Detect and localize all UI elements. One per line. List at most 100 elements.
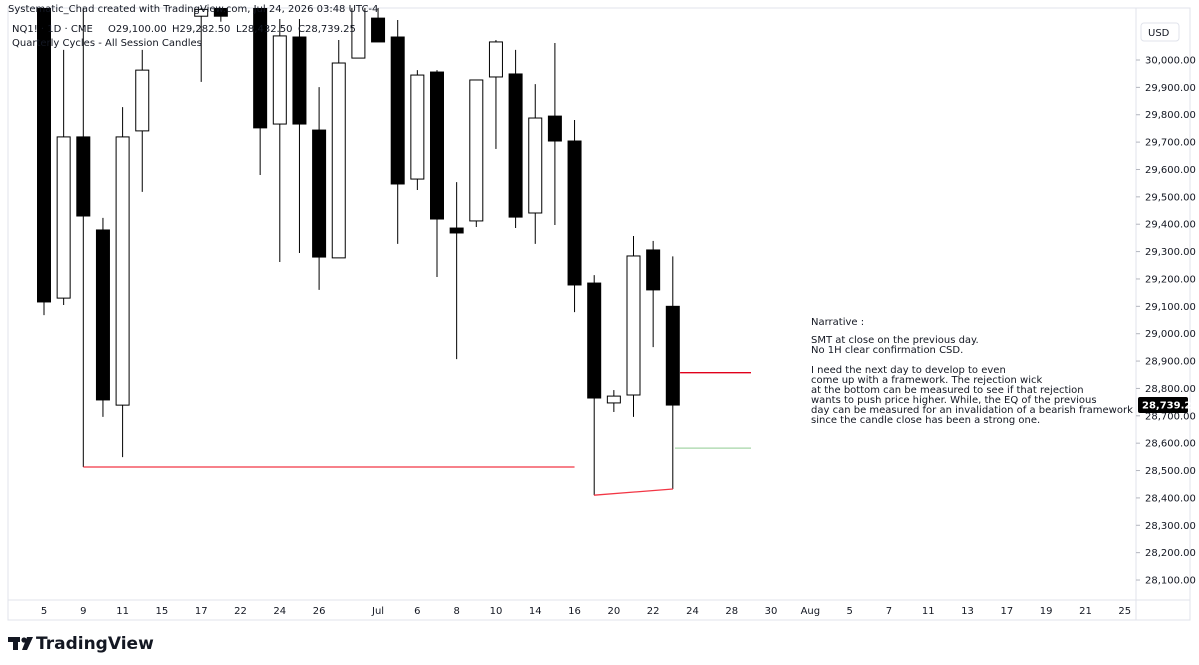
x-tick-label: 13 xyxy=(961,606,974,617)
candle-body xyxy=(272,35,287,125)
currency[interactable]: USD xyxy=(1148,28,1170,39)
narrative-line: since the candle close has been a strong… xyxy=(811,415,1040,426)
candle-body xyxy=(371,17,386,43)
candle-body xyxy=(37,8,51,303)
y-tick-label: 29,100.00 xyxy=(1145,302,1196,313)
x-tick-label: 24 xyxy=(686,606,699,617)
candle-body xyxy=(430,71,444,220)
narrative-line: at the bottom can be measured to see if … xyxy=(811,385,1084,396)
narrative-line: wants to push price higher. While, the E… xyxy=(811,395,1097,406)
x-tick-label: 24 xyxy=(273,606,286,617)
attribution: Systematic_Chad created with TradingView… xyxy=(8,4,378,15)
legend-close: C28,739.25 xyxy=(298,24,356,35)
x-tick-label: 22 xyxy=(234,606,247,617)
x-tick-label: 17 xyxy=(195,606,208,617)
y-tick-label: 28,100.00 xyxy=(1145,576,1196,587)
narrative-line: come up with a framework. The rejection … xyxy=(811,375,1043,386)
axes: 28,100.00 28,200.00 28,300.00 28,400.00 28,5… xyxy=(41,56,1199,617)
brand: TradingView xyxy=(36,634,154,654)
x-tick-label: 8 xyxy=(453,606,459,617)
candle-body xyxy=(95,229,110,401)
candle-body xyxy=(351,8,366,59)
candle-body xyxy=(410,74,425,180)
x-tick-label: 7 xyxy=(886,606,892,617)
candle-body xyxy=(606,395,621,404)
y-tick-label: 28,400.00 xyxy=(1145,493,1196,504)
x-tick-label: 17 xyxy=(1000,606,1013,617)
brand-logo xyxy=(8,637,33,650)
x-tick-label: 19 xyxy=(1040,606,1053,617)
candle-body xyxy=(76,136,91,217)
candle-body xyxy=(390,36,405,185)
legend-high: H29,282.50 xyxy=(172,24,230,35)
candle-body xyxy=(469,79,484,222)
candle-body xyxy=(449,227,464,234)
candle-body xyxy=(312,129,327,258)
candle-body xyxy=(56,136,71,299)
narrative-line: SMT at close on the previous day. xyxy=(811,335,979,346)
y-tick-label: 29,800.00 xyxy=(1145,110,1196,121)
x-tick-label: 15 xyxy=(156,606,169,617)
x-tick-label: 25 xyxy=(1118,606,1131,617)
x-tick-label: 22 xyxy=(647,606,660,617)
narrative-line: No 1H clear confirmation CSD. xyxy=(811,345,963,356)
y-tick-label: 28,800.00 xyxy=(1145,384,1196,395)
x-tick-label: 26 xyxy=(313,606,326,617)
legend-open: O29,100.00 xyxy=(108,24,167,35)
drawing-line xyxy=(593,488,674,496)
last-price-box xyxy=(1138,397,1188,414)
legend-low: L28,432.50 xyxy=(236,24,292,35)
candle-body xyxy=(626,255,641,396)
narrative: Narrative : SMT at close on the previous … xyxy=(811,317,1133,426)
y-tick-label: 29,700.00 xyxy=(1145,138,1196,149)
candle-body xyxy=(213,8,228,17)
candle-body xyxy=(194,8,209,17)
x-tick-label: 6 xyxy=(414,606,420,617)
y-tick-label: 29,200.00 xyxy=(1145,274,1196,285)
plot xyxy=(37,8,752,496)
y-tick-label: 29,900.00 xyxy=(1145,83,1196,94)
narrative-line: Narrative : xyxy=(811,317,864,328)
x-tick-label: 9 xyxy=(80,606,86,617)
legend-symbol: NQ1! · 1D · CME xyxy=(12,24,93,35)
y-tick-label: 28,300.00 xyxy=(1145,521,1196,532)
candle-body xyxy=(528,117,543,214)
x-tick-label: Aug xyxy=(801,606,821,617)
candle-body xyxy=(135,69,150,132)
x-tick-label: 30 xyxy=(765,606,778,617)
x-tick-label: 10 xyxy=(490,606,503,617)
candle-body xyxy=(665,305,680,406)
candle-body xyxy=(292,36,307,125)
y-tick-label: 28,700.00 xyxy=(1145,411,1196,422)
y-tick-label: 29,600.00 xyxy=(1145,165,1196,176)
frame xyxy=(7,7,1191,621)
x-tick-label: 5 xyxy=(41,606,47,617)
candle-body xyxy=(508,73,523,218)
y-tick-label: 29,500.00 xyxy=(1145,192,1196,203)
candle-body xyxy=(646,249,661,291)
y-tick-label: 28,600.00 xyxy=(1145,439,1196,450)
narrative-line: day can be measured for an invalidation … xyxy=(811,405,1133,416)
currency-button[interactable] xyxy=(1140,22,1180,42)
x-tick-label: Jul xyxy=(371,606,384,617)
x-tick-label: 5 xyxy=(846,606,852,617)
last-price-label: 28,739.25 xyxy=(1142,401,1198,412)
y-tick-label: 28,900.00 xyxy=(1145,357,1196,368)
indicator-name: Quarterly Cycles - All Session Candles xyxy=(12,38,202,49)
y-tick-label: 30,000.00 xyxy=(1145,56,1196,67)
candle-body xyxy=(253,8,268,129)
y-tick-label: 29,400.00 xyxy=(1145,220,1196,231)
candle-body xyxy=(567,140,582,286)
narrative-line: I need the next day to develop to even xyxy=(811,365,1006,376)
candle-body xyxy=(587,282,602,399)
x-tick-label: 11 xyxy=(922,606,935,617)
x-tick-label: 11 xyxy=(116,606,129,617)
candle-body xyxy=(488,41,503,78)
y-tick-label: 29,000.00 xyxy=(1145,329,1196,340)
candle-body xyxy=(115,136,130,406)
x-tick-label: 20 xyxy=(607,606,620,617)
y-tick-label: 28,500.00 xyxy=(1145,466,1196,477)
x-tick-label: 14 xyxy=(529,606,542,617)
